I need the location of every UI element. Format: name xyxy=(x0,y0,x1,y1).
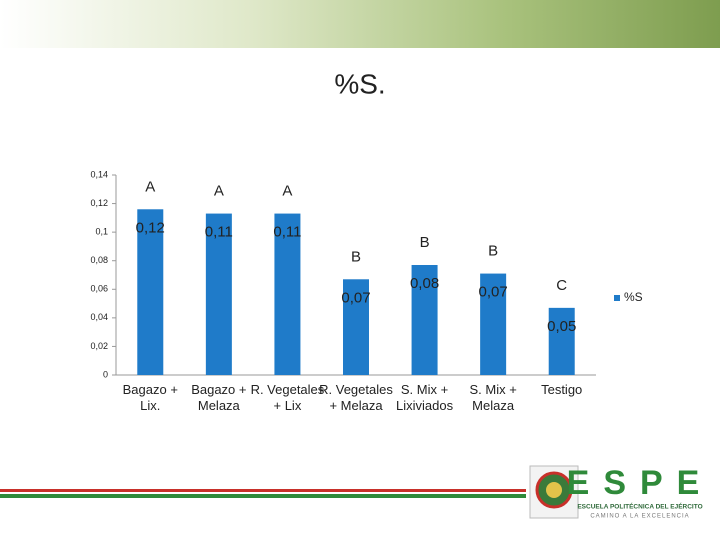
value-label: 0,12 xyxy=(136,219,165,236)
logo-motto: CAMINO A LA EXCELENCIA xyxy=(590,514,689,520)
bar xyxy=(137,209,164,375)
legend-label: %S xyxy=(624,290,643,304)
y-tick-label: 0,12 xyxy=(90,198,108,208)
x-tick-label: R. Vegetales + Melaza xyxy=(319,382,393,413)
bottom-stripe-green xyxy=(0,494,526,498)
annotation: B xyxy=(488,243,498,260)
bar xyxy=(548,307,575,375)
x-tick-label: S. Mix + Lixiviados xyxy=(396,382,454,413)
value-label: 0,11 xyxy=(273,224,301,241)
annotation: A xyxy=(214,183,224,200)
logo-emblem-center xyxy=(546,482,562,498)
x-tick-label: Testigo xyxy=(541,382,583,397)
value-label: 0,08 xyxy=(410,275,439,292)
y-tick-label: 0,14 xyxy=(90,169,108,179)
y-tick-label: 0,1 xyxy=(95,227,108,237)
bar xyxy=(411,265,438,375)
bar xyxy=(480,273,507,375)
bar xyxy=(274,213,301,375)
chart-title: %S. xyxy=(334,68,385,99)
y-tick-label: 0,02 xyxy=(90,341,108,351)
y-tick-label: 0,08 xyxy=(90,255,108,265)
y-tick-label: 0 xyxy=(103,369,108,379)
logo: ESPE ESCUELA POLITÉCNICA DEL EJÉRCITO CA… xyxy=(529,464,714,520)
x-tick-label: Bagazo + Lix. xyxy=(122,382,178,413)
annotation: A xyxy=(282,183,292,200)
bar xyxy=(205,213,232,375)
value-label: 0,05 xyxy=(547,318,576,335)
x-tick-label: R. Vegetales + Lix xyxy=(250,382,325,413)
x-tick-label: S. Mix + Melaza xyxy=(469,382,517,413)
value-label: 0,07 xyxy=(479,284,508,301)
logo-school: ESCUELA POLITÉCNICA DEL EJÉRCITO xyxy=(577,502,702,511)
y-tick-label: 0,04 xyxy=(90,312,108,322)
top-banner xyxy=(0,0,720,48)
y-tick-label: 0,06 xyxy=(90,284,108,294)
annotation: B xyxy=(351,248,361,265)
bar xyxy=(343,279,369,375)
value-label: 0,11 xyxy=(205,224,233,241)
logo-name: ESPE xyxy=(567,464,714,502)
annotation: A xyxy=(145,178,155,195)
value-label: 0,07 xyxy=(341,289,370,306)
annotation: B xyxy=(420,234,430,251)
x-tick-label: Bagazo + Melaza xyxy=(191,382,247,413)
bottom-stripe-red xyxy=(0,489,526,492)
legend-swatch xyxy=(614,295,620,301)
annotation: C xyxy=(556,277,567,294)
